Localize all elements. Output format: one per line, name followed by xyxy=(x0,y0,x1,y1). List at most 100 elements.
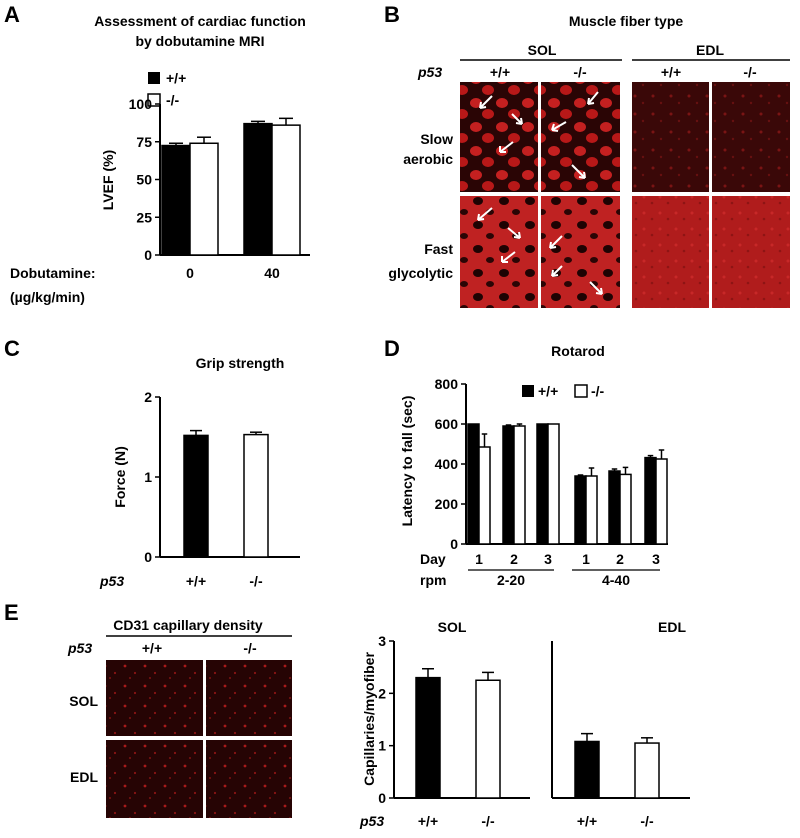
x-tick-label: -/- xyxy=(481,813,495,829)
genotype-label: +/+ xyxy=(661,64,681,80)
bar xyxy=(619,473,632,545)
bar xyxy=(585,475,598,545)
legend-swatch-wildtype xyxy=(522,385,534,397)
panel-a-title-line2: by dobutamine MRI xyxy=(135,33,264,49)
row-label-fast-line1: Fast xyxy=(424,241,453,257)
y-tick-label: 75 xyxy=(136,134,152,150)
genotype-label: -/- xyxy=(743,64,757,80)
panel-e-genotype-label: p53 xyxy=(67,640,92,656)
row-label-fast-line2: glycolytic xyxy=(388,265,453,281)
micrograph-cd31-edl-wildtype xyxy=(106,740,203,818)
panel-e-subplot-title-sol: SOL xyxy=(438,619,467,635)
bar xyxy=(608,470,621,545)
arrow-markers xyxy=(477,91,603,295)
panel-d-title: Rotarod xyxy=(551,343,605,359)
y-tick-label: 1 xyxy=(144,469,152,485)
bar xyxy=(189,142,219,256)
micrograph-cd31-sol-wildtype xyxy=(106,660,203,736)
legend-label-knockout: -/- xyxy=(591,383,605,399)
bar xyxy=(271,124,301,256)
bar xyxy=(536,423,549,545)
panel-e-row-label-sol: SOL xyxy=(69,693,98,709)
panel-e-subplot-title-edl: EDL xyxy=(658,619,686,635)
x-tick-label: 2 xyxy=(510,551,518,567)
panel-label-e: E xyxy=(4,600,19,625)
legend-label-wildtype: +/+ xyxy=(538,383,558,399)
y-tick-label: 2 xyxy=(144,389,152,405)
panel-a: A Assessment of cardiac function by dobu… xyxy=(4,2,310,305)
micrograph-edl-fast-knockout xyxy=(712,196,790,308)
bar xyxy=(243,433,269,558)
panel-label-b: B xyxy=(384,2,400,27)
micrograph-sol-slow-wildtype xyxy=(460,82,538,192)
micrograph-sol-slow-knockout xyxy=(541,82,620,192)
genotype-label: +/+ xyxy=(142,640,162,656)
y-tick-label: 3 xyxy=(378,633,386,649)
panel-e: E CD31 capillary density p53 +/+ -/- SOL… xyxy=(4,600,690,829)
bar xyxy=(513,425,526,545)
panel-c-title: Grip strength xyxy=(196,355,285,371)
x-tick-label: +/+ xyxy=(577,813,597,829)
micrograph-cd31-sol-knockout xyxy=(206,660,292,736)
panel-e-sol-plot: 0 1 2 3 +/+ -/- xyxy=(378,633,530,829)
x-tick-label: -/- xyxy=(640,813,654,829)
x-tick-label: +/+ xyxy=(418,813,438,829)
panel-d: D Rotarod +/+ -/- Latency to fall (sec) … xyxy=(384,336,668,588)
y-tick-label: 1 xyxy=(378,738,386,754)
y-tick-label: 25 xyxy=(136,209,152,225)
micrograph-edl-slow-wildtype xyxy=(632,82,709,192)
panel-a-y-axis-label: LVEF (%) xyxy=(100,150,116,210)
panel-d-day-label: Day xyxy=(420,551,446,567)
legend-swatch-knockout xyxy=(574,384,588,398)
panel-d-plot: 0 200 400 600 800 1 2 3 1 2 3 xyxy=(435,376,668,567)
x-tick-label: 3 xyxy=(544,551,552,567)
panel-c-genotype-label: p53 xyxy=(99,573,124,589)
y-tick-label: 100 xyxy=(129,96,153,112)
panel-c-y-axis-label: Force (N) xyxy=(112,446,128,507)
legend-label-knockout: -/- xyxy=(166,92,180,108)
panel-d-y-axis-label: Latency to fall (sec) xyxy=(399,396,415,527)
panel-b-genotype-label: p53 xyxy=(417,64,442,80)
bar xyxy=(467,423,480,545)
row-label-slow-line1: Slow xyxy=(420,131,453,147)
panel-a-x-label-line1: Dobutamine: xyxy=(10,265,96,281)
y-tick-label: 0 xyxy=(144,247,152,263)
panel-e-edl-plot: +/+ -/- xyxy=(551,641,690,829)
panel-a-plot: 0 25 50 75 100 0 40 xyxy=(129,96,310,281)
bar xyxy=(574,475,587,545)
micrograph-sol-fast-wildtype xyxy=(460,196,538,308)
panel-label-a: A xyxy=(4,2,20,27)
micrograph-cd31-edl-knockout xyxy=(206,740,292,818)
x-tick-label: -/- xyxy=(249,573,263,589)
x-tick-label: 2 xyxy=(616,551,624,567)
panel-e-bottom-genotype-label: p53 xyxy=(359,813,384,829)
y-tick-label: 0 xyxy=(450,536,458,552)
panel-c-plot: 0 1 2 +/+ -/- xyxy=(144,389,300,589)
y-tick-label: 200 xyxy=(435,496,459,512)
x-tick-label: 40 xyxy=(264,265,280,281)
y-tick-label: 0 xyxy=(378,790,386,806)
bar xyxy=(634,742,660,799)
bar xyxy=(475,679,501,799)
panel-d-rpm-label: rpm xyxy=(420,572,446,588)
panel-label-d: D xyxy=(384,336,400,361)
legend-swatch-knockout xyxy=(147,93,161,107)
muscle-header-edl: EDL xyxy=(696,42,724,58)
panel-c: C Grip strength Force (N) 0 1 2 +/+ -/- p53 xyxy=(4,336,300,589)
rpm-group-label: 2-20 xyxy=(497,572,525,588)
row-label-slow-line2: aerobic xyxy=(403,151,453,167)
panel-a-x-label-line2: (µg/kg/min) xyxy=(10,289,85,305)
bar xyxy=(161,144,191,256)
bar xyxy=(644,456,657,545)
genotype-label: -/- xyxy=(573,64,587,80)
x-tick-label: +/+ xyxy=(186,573,206,589)
bar xyxy=(183,434,209,558)
y-tick-label: 400 xyxy=(435,456,459,472)
bar xyxy=(547,423,560,545)
y-tick-label: 0 xyxy=(144,549,152,565)
panel-b-title: Muscle fiber type xyxy=(569,13,684,29)
legend-swatch-wildtype xyxy=(148,72,160,84)
bar xyxy=(478,446,491,545)
bar xyxy=(574,740,600,799)
